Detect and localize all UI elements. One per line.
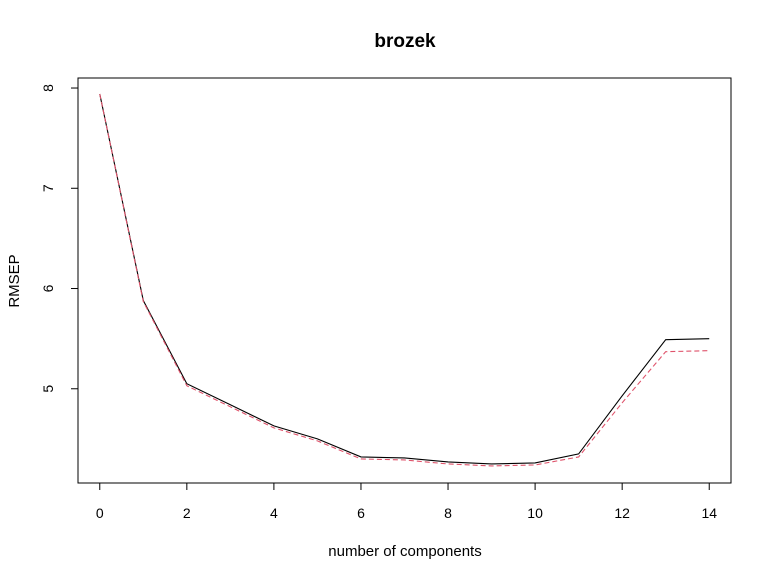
series-line-2 <box>99 93 710 467</box>
x-tick-label: 12 <box>614 505 630 521</box>
y-axis: 5 6 7 8 <box>40 84 79 393</box>
series-line-1 <box>99 93 710 465</box>
series-group <box>99 93 710 467</box>
x-tick-label: 14 <box>701 505 717 521</box>
y-tick-label: 5 <box>40 385 56 393</box>
plot-frame <box>77 77 732 484</box>
chart-title: brozek <box>374 31 436 52</box>
x-tick-label: 0 <box>96 505 104 521</box>
x-tick-label: 8 <box>444 505 452 521</box>
x-axis-label: number of components <box>328 543 481 560</box>
y-tick-label: 7 <box>40 184 56 192</box>
x-tick-label: 2 <box>183 505 191 521</box>
x-tick-label: 4 <box>270 505 278 521</box>
x-tick-label: 10 <box>527 505 543 521</box>
y-axis-label: RMSEP <box>6 254 23 307</box>
x-tick-label: 6 <box>357 505 365 521</box>
y-tick-label: 8 <box>40 84 56 92</box>
y-tick-label: 6 <box>40 284 56 292</box>
x-axis: 0 2 4 6 8 10 12 14 <box>96 482 717 521</box>
